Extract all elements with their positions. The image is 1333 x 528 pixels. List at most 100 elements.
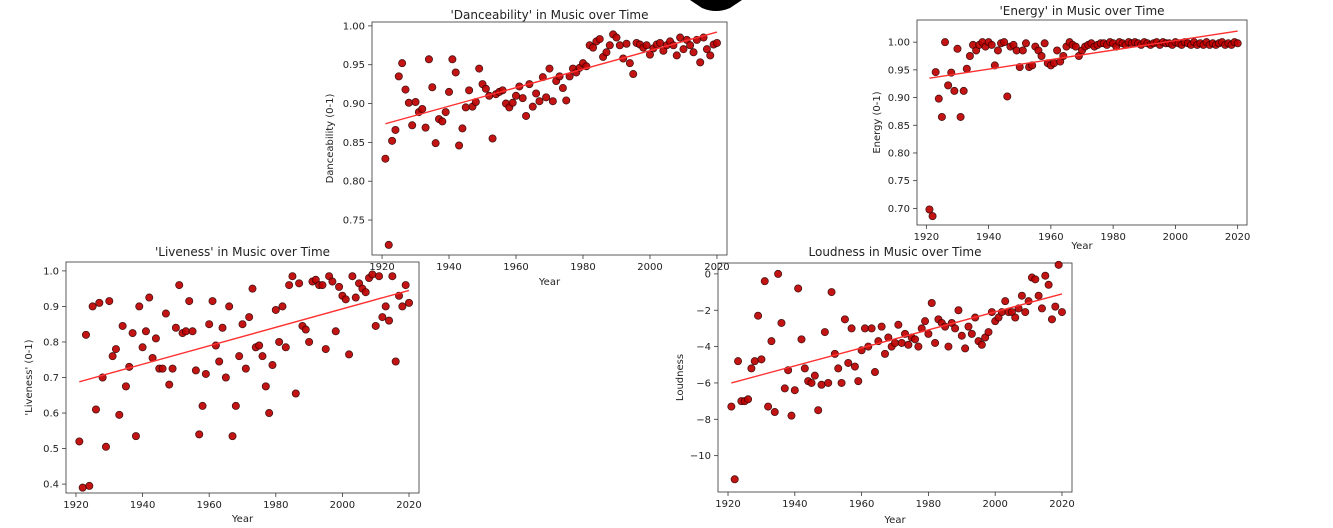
- loudness-point: [827, 288, 836, 297]
- liveness-point: [78, 483, 87, 492]
- danceability-point: [445, 87, 454, 96]
- loudness-x-tick-label: 1960: [849, 499, 874, 510]
- loudness-point: [797, 335, 806, 344]
- liveness-point: [185, 297, 194, 306]
- liveness-point: [141, 327, 150, 336]
- energy-y-tick-label: 1.00: [888, 38, 910, 49]
- danceability-point: [408, 121, 417, 130]
- loudness-point: [1044, 280, 1053, 289]
- loudness-point: [800, 364, 809, 373]
- danceability-point: [461, 103, 470, 112]
- energy-point: [959, 86, 968, 95]
- liveness-point: [101, 442, 110, 451]
- liveness-y-tick-label: 0.7: [43, 373, 59, 384]
- danceability-point: [689, 48, 698, 57]
- danceability-point: [672, 51, 681, 60]
- danceability-y-tick-label: 0.80: [343, 177, 365, 188]
- liveness-x-axis-label: Year: [231, 514, 254, 525]
- danceability-point: [518, 94, 527, 103]
- liveness-x-tick-label: 1920: [63, 500, 88, 511]
- liveness-point: [238, 320, 247, 329]
- energy-point: [1003, 92, 1012, 101]
- liveness-point: [348, 272, 357, 281]
- energy-point: [993, 46, 1002, 55]
- danceability-point: [404, 98, 413, 107]
- liveness-trend-line: [79, 289, 410, 383]
- liveness-point: [305, 337, 314, 346]
- liveness-point: [388, 272, 397, 281]
- energy-point: [1018, 46, 1027, 55]
- liveness-y-tick-label: 0.8: [43, 337, 59, 348]
- liveness-point: [245, 313, 254, 322]
- loudness-plot-frame: [717, 262, 1073, 493]
- danceability-point: [394, 72, 403, 81]
- danceability-y-tick-label: 0.85: [343, 138, 365, 149]
- liveness-point: [215, 357, 224, 366]
- loudness-point: [944, 342, 953, 351]
- loudness-point: [760, 277, 769, 286]
- danceability-point: [679, 45, 688, 54]
- energy-x-tick-label: 2020: [1225, 232, 1250, 243]
- liveness-point: [295, 279, 304, 288]
- energy-point: [1053, 46, 1062, 55]
- loudness-point: [1051, 302, 1060, 311]
- liveness-point: [261, 382, 270, 391]
- loudness-point: [870, 368, 879, 377]
- loudness-point: [847, 324, 856, 333]
- danceability-point: [455, 141, 464, 150]
- liveness-point: [288, 272, 297, 281]
- energy-point: [944, 81, 953, 90]
- loudness-point: [931, 338, 940, 347]
- energy-point: [934, 94, 943, 103]
- liveness-point: [375, 272, 384, 281]
- energy-point: [931, 68, 940, 77]
- danceability-y-axis-label: Danceability (0-1): [325, 94, 336, 184]
- liveness-point: [391, 357, 400, 366]
- liveness-point: [368, 270, 377, 279]
- liveness-point: [285, 281, 294, 290]
- loudness-point: [820, 328, 829, 337]
- loudness-point: [1011, 313, 1020, 322]
- danceability-point: [428, 83, 437, 92]
- liveness-point: [208, 297, 217, 306]
- liveness-y-tick-label: 0.9: [43, 302, 59, 313]
- liveness-x-tick-label: 1980: [263, 500, 288, 511]
- loudness-point: [747, 364, 756, 373]
- loudness-point: [954, 306, 963, 315]
- danceability-y-tick-label: 0.90: [343, 99, 365, 110]
- energy-trend-line: [929, 30, 1238, 79]
- liveness-panel: 'Liveness' in Music over Time 1920 1940 196…: [24, 245, 422, 525]
- liveness-point: [91, 405, 100, 414]
- loudness-point: [794, 284, 803, 293]
- loudness-point: [824, 378, 833, 387]
- loudness-point: [957, 331, 966, 340]
- danceability-point: [458, 124, 467, 133]
- energy-y-tick-label: 0.70: [888, 204, 910, 215]
- energy-point: [928, 212, 937, 221]
- loudness-point: [834, 364, 843, 373]
- loudness-point: [961, 344, 970, 353]
- liveness-point: [218, 323, 227, 332]
- danceability-x-tick-label: 2020: [704, 262, 729, 273]
- loudness-point: [877, 322, 886, 331]
- danceability-point: [696, 58, 705, 67]
- danceability-panel: 'Danceability' in Music over Time 1920 194…: [325, 8, 730, 288]
- danceability-point: [391, 125, 400, 134]
- energy-point: [956, 112, 965, 121]
- liveness-title: 'Liveness' in Music over Time: [155, 245, 330, 259]
- liveness-point: [108, 352, 117, 361]
- loudness-point: [1001, 297, 1010, 306]
- liveness-point: [235, 352, 244, 361]
- danceability-point: [411, 97, 420, 106]
- liveness-point: [228, 432, 237, 441]
- danceability-y-tick-label: 0.95: [343, 60, 365, 71]
- liveness-point: [195, 430, 204, 439]
- energy-title: 'Energy' in Music over Time: [999, 4, 1164, 18]
- loudness-panel: Loudness in Music over Time 1920 1940 1960 1…: [675, 245, 1075, 526]
- liveness-point: [241, 364, 250, 373]
- liveness-point: [278, 302, 287, 311]
- danceability-title: 'Danceability' in Music over Time: [450, 8, 648, 22]
- liveness-point: [188, 327, 197, 336]
- liveness-y-axis-label: 'Liveness' (0-1): [24, 339, 35, 415]
